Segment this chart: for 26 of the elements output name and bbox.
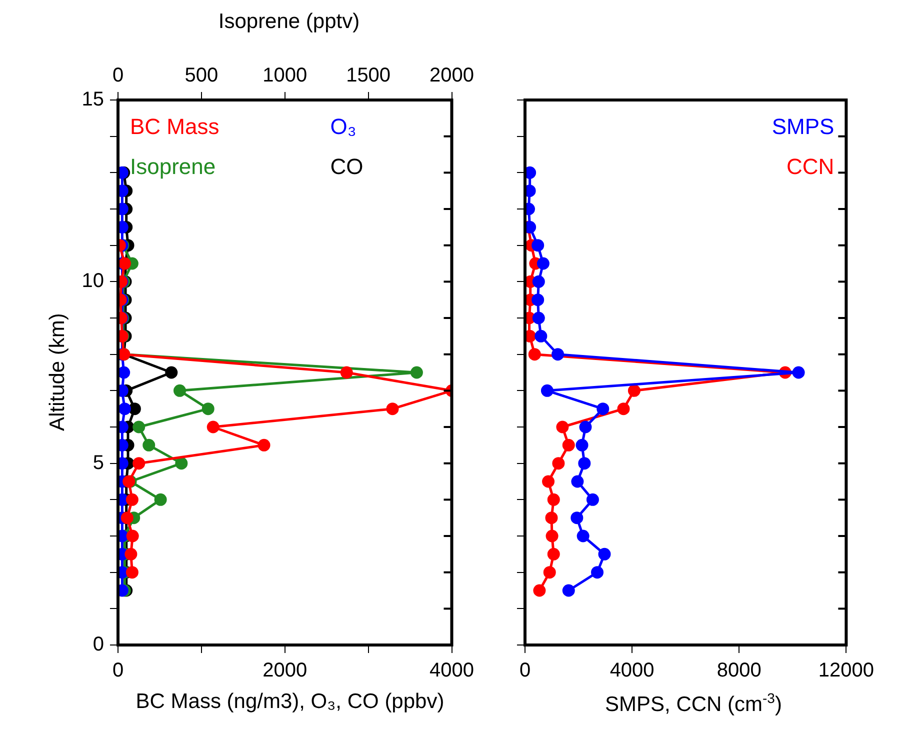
text: Isoprene (130, 154, 216, 180)
x2-tick-label: 2000 (430, 64, 474, 87)
y-tick-label: 5 (92, 452, 104, 474)
y-axis-title: Altitude (km) (46, 312, 70, 433)
text: CCN (786, 154, 834, 180)
x2-tick-label: 1500 (346, 64, 391, 87)
x2-axis-title: Isoprene (pptv) (217, 10, 361, 34)
x-tick-label: 4000 (430, 660, 474, 682)
x-tick-label: 4000 (610, 660, 654, 682)
x2-tick-label: 1000 (262, 64, 308, 87)
x-tick-label: 8000 (716, 660, 762, 682)
text: SMPS (772, 114, 834, 140)
text: O₃ (330, 114, 356, 140)
text: BC Mass (130, 114, 220, 140)
x-axis-title: BC Mass (ng/m3), O₃, CO (ppbv) (134, 690, 446, 714)
y-tick-label: 0 (92, 634, 104, 656)
x-tick-label: 12000 (818, 660, 874, 682)
text: CO (330, 154, 364, 180)
x2-tick-label: 0 (112, 64, 124, 87)
x-tick-label: 0 (112, 660, 124, 682)
y-tick-label: 15 (82, 88, 104, 111)
x2-tick-label: 500 (184, 64, 218, 87)
y-tick-label: 10 (82, 270, 104, 292)
x-axis-title: SMPS, CCN (cm$^{-3}$) (604, 690, 783, 717)
x-tick-label: 2000 (262, 660, 308, 682)
x-tick-label: 0 (519, 660, 531, 682)
